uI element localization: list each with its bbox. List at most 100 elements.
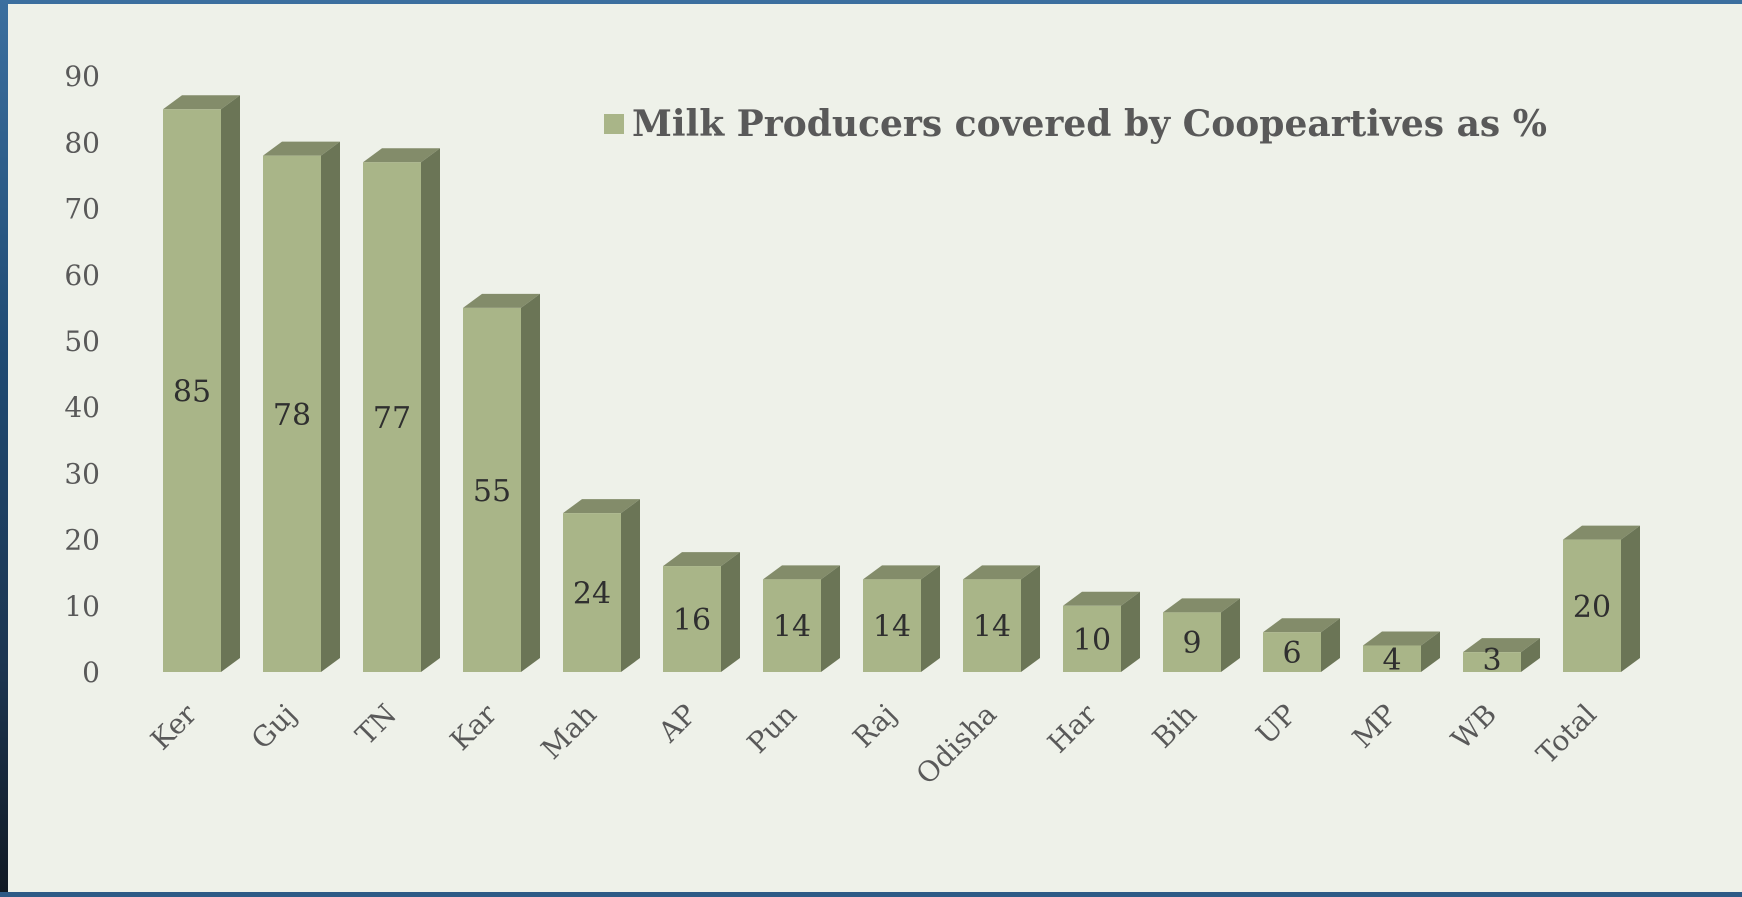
- bar-front: [363, 162, 421, 672]
- bars-group: 85 78 77 55 24 16 14 14 14 10 9 6 4 3 20: [163, 95, 1640, 678]
- bar-top: [263, 141, 340, 156]
- bar-top: [1463, 638, 1540, 653]
- x-tick-label: Guj: [245, 698, 303, 756]
- bar-side: [821, 565, 840, 672]
- bar: 14: [863, 565, 940, 672]
- x-tick-label: Mah: [535, 698, 603, 766]
- chart-area: 0 10 20 30 40 50 60 70 80 90 85 78 77 55 24 16 14 14 14 10…: [8, 4, 1742, 892]
- y-tick-label: 70: [64, 193, 100, 226]
- x-tick-label: Odisha: [910, 698, 1003, 791]
- x-tick-label: Total: [1530, 698, 1603, 771]
- bar-front: [1463, 652, 1521, 672]
- x-tick-label: Ker: [144, 697, 203, 756]
- bar-front: [163, 109, 221, 673]
- bar-side: [521, 293, 540, 672]
- data-label: 55: [473, 474, 511, 509]
- bar: 14: [763, 565, 840, 672]
- bar-side: [1421, 631, 1440, 672]
- x-tick-label: Kar: [444, 697, 504, 757]
- y-tick-label: 80: [64, 126, 100, 159]
- bar-side: [1521, 638, 1540, 672]
- y-tick-label: 60: [64, 259, 100, 292]
- x-axis: Ker Guj TN Kar Mah AP Pun Raj Odisha Har Bih UP MP WB…: [144, 697, 1603, 791]
- x-tick-label: UP: [1250, 698, 1303, 751]
- y-tick-label: 0: [82, 656, 100, 689]
- bar-top: [563, 499, 640, 514]
- legend: Milk Producers covered by Coopeartives a…: [604, 103, 1547, 145]
- bar-side: [1621, 525, 1640, 672]
- bar-side: [721, 552, 740, 672]
- data-label: 85: [173, 375, 211, 410]
- bar-front: [263, 155, 321, 672]
- bar-top: [1163, 598, 1240, 613]
- y-tick-label: 90: [64, 60, 100, 93]
- data-label: 77: [373, 401, 411, 436]
- y-tick-label: 50: [64, 325, 100, 358]
- x-tick-label: Har: [1041, 697, 1103, 759]
- bar-front: [1163, 612, 1221, 672]
- bar-top: [663, 552, 740, 567]
- x-tick-label: MP: [1346, 698, 1403, 755]
- bar: 9: [1163, 598, 1240, 672]
- bar-front: [463, 307, 521, 672]
- bar-side: [1021, 565, 1040, 672]
- bar-front: [1363, 645, 1421, 672]
- data-label: 14: [973, 610, 1011, 645]
- bar-side: [921, 565, 940, 672]
- x-tick-label: Bih: [1146, 698, 1203, 755]
- data-label: 4: [1382, 643, 1401, 678]
- bar-side: [221, 95, 240, 673]
- bar: 6: [1263, 618, 1340, 672]
- data-label: 10: [1073, 623, 1111, 658]
- data-label: 20: [1573, 590, 1611, 625]
- bar-side: [1321, 618, 1340, 672]
- bar-top: [463, 293, 540, 308]
- data-label: 9: [1182, 626, 1201, 661]
- bar-top: [1363, 631, 1440, 646]
- bar-side: [1221, 598, 1240, 672]
- bar-side: [421, 148, 440, 672]
- legend-label: Milk Producers covered by Coopeartives a…: [632, 103, 1547, 145]
- bar: 78: [263, 141, 340, 672]
- bar-front: [863, 579, 921, 672]
- bar: 16: [663, 552, 740, 672]
- bar-top: [863, 565, 940, 580]
- bar: 14: [963, 565, 1040, 672]
- bar-front: [763, 579, 821, 672]
- y-tick-label: 40: [64, 391, 100, 424]
- data-label: 24: [573, 577, 611, 612]
- bar: 4: [1363, 631, 1440, 678]
- bar: 3: [1463, 638, 1540, 678]
- data-label: 6: [1282, 636, 1301, 671]
- y-tick-label: 10: [64, 590, 100, 623]
- data-label: 14: [773, 610, 811, 645]
- bar: 20: [1563, 525, 1640, 672]
- data-label: 14: [873, 610, 911, 645]
- y-axis: 0 10 20 30 40 50 60 70 80 90: [64, 60, 100, 689]
- bar: 85: [163, 95, 240, 673]
- y-tick-label: 20: [64, 524, 100, 557]
- bar-top: [963, 565, 1040, 580]
- x-tick-label: WB: [1445, 698, 1503, 756]
- bar: 55: [463, 293, 540, 672]
- bar-top: [163, 95, 240, 110]
- x-tick-label: Raj: [846, 698, 903, 755]
- x-tick-label: AP: [651, 698, 703, 750]
- bar-front: [563, 513, 621, 672]
- bar-top: [363, 148, 440, 163]
- bar-top: [1563, 525, 1640, 540]
- bar-front: [963, 579, 1021, 672]
- x-tick-label: Pun: [741, 698, 803, 760]
- bar-top: [763, 565, 840, 580]
- legend-swatch: [604, 114, 624, 134]
- bar-top: [1263, 618, 1340, 633]
- x-tick-label: TN: [349, 698, 403, 752]
- bar: 77: [363, 148, 440, 672]
- y-tick-label: 30: [64, 457, 100, 490]
- bar: 10: [1063, 591, 1140, 672]
- bar-chart: 0 10 20 30 40 50 60 70 80 90 85 78 77 55 24 16 14 14 14 10…: [64, 60, 1640, 791]
- bar-front: [1563, 539, 1621, 672]
- bar-side: [321, 141, 340, 672]
- data-label: 3: [1482, 643, 1501, 678]
